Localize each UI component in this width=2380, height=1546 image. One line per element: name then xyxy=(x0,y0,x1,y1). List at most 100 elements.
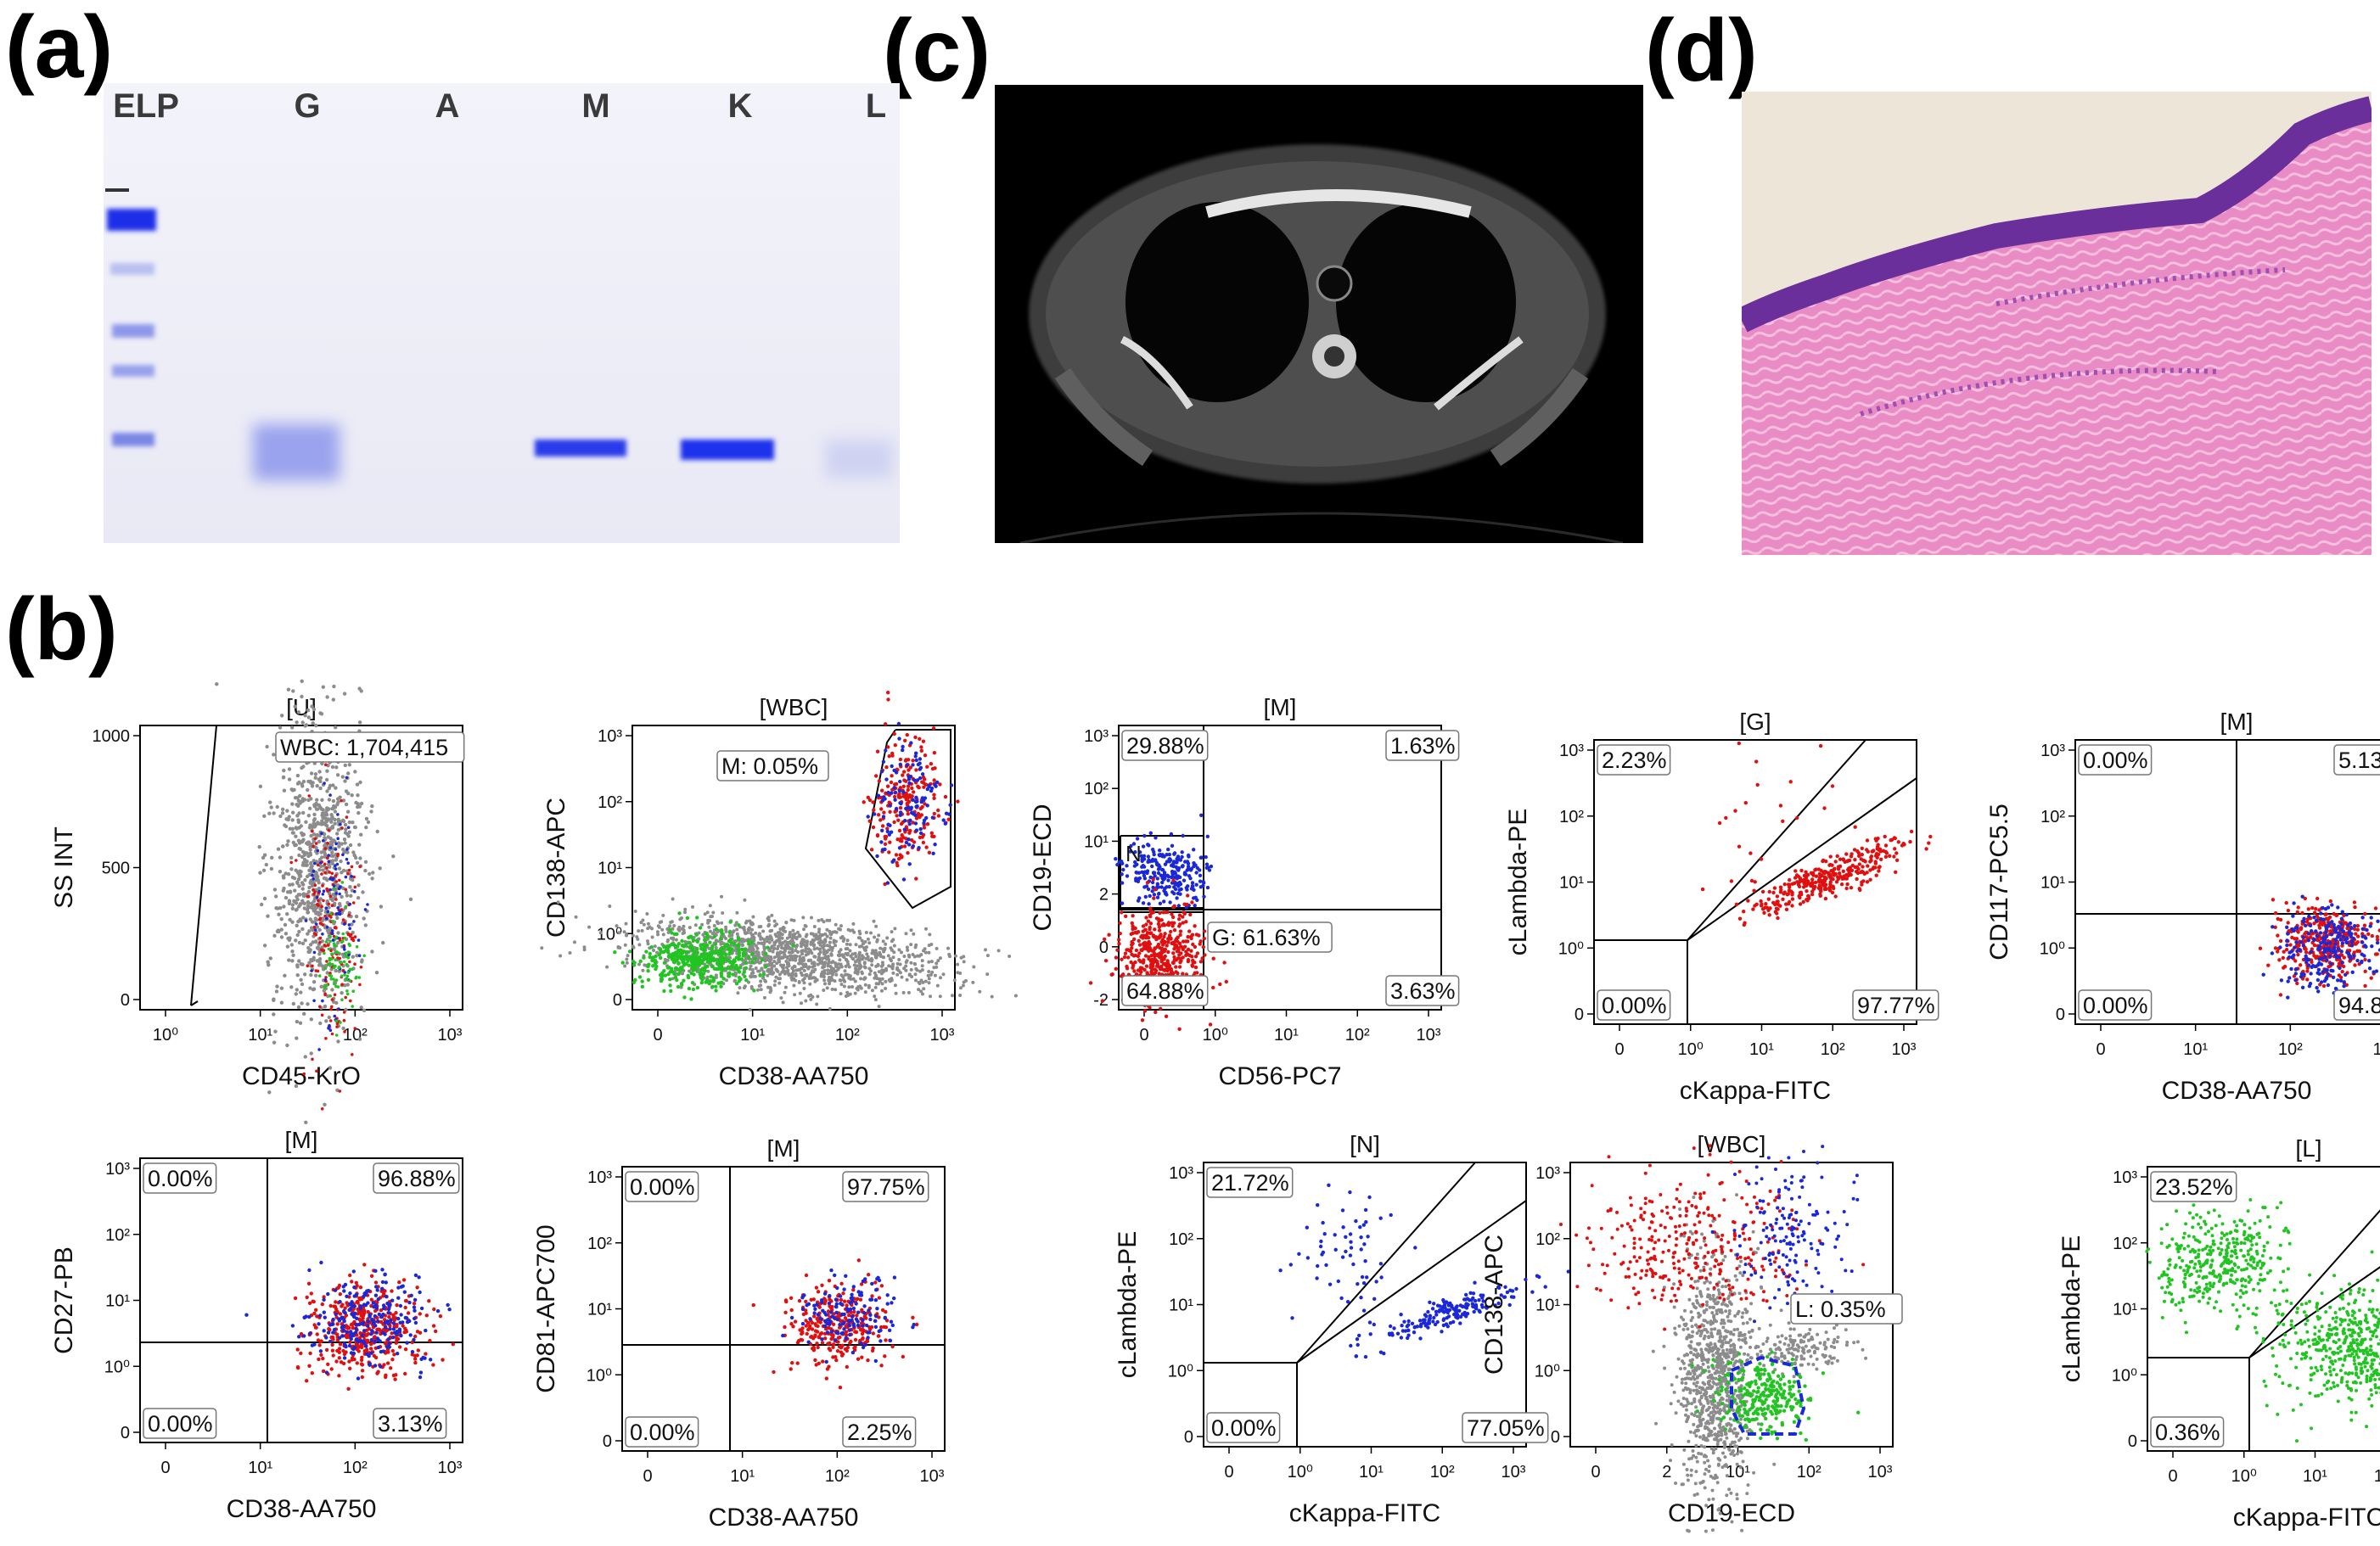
event-dot xyxy=(727,934,732,938)
event-dot xyxy=(1202,929,1207,933)
event-dot xyxy=(335,950,339,954)
elp-band xyxy=(112,365,154,377)
event-dot xyxy=(350,888,355,893)
event-dot xyxy=(345,974,350,978)
event-dot xyxy=(334,725,338,730)
event-dot xyxy=(897,828,902,833)
event-dot xyxy=(286,687,291,692)
event-dot xyxy=(2323,912,2327,916)
event-dot xyxy=(646,921,650,926)
event-dot xyxy=(2305,977,2310,982)
event-dot xyxy=(330,904,334,907)
event-dot xyxy=(334,1033,339,1037)
panel-label-c: (c) xyxy=(883,2,991,100)
event-dot xyxy=(790,977,794,982)
event-dot xyxy=(291,840,295,845)
event-dot xyxy=(304,1120,308,1124)
event-dot xyxy=(708,960,713,964)
event-dot xyxy=(1137,951,1142,955)
event-dot xyxy=(933,843,937,847)
event-dot xyxy=(1153,971,1158,975)
event-dot xyxy=(1178,960,1182,965)
event-dot xyxy=(1198,855,1203,860)
event-dot xyxy=(310,784,315,788)
event-dot xyxy=(356,793,360,798)
event-dot xyxy=(886,954,890,958)
event-dot xyxy=(688,940,692,945)
event-dot xyxy=(869,969,873,973)
stat-label: 3.63% xyxy=(1390,978,1456,1004)
event-dot xyxy=(329,820,334,824)
x-tick-label: 10² xyxy=(1345,1026,1370,1045)
event-dot xyxy=(1797,884,1802,888)
event-dot xyxy=(822,989,826,992)
event-dot xyxy=(1873,860,1878,864)
event-dot xyxy=(381,940,385,945)
event-dot xyxy=(309,926,314,930)
event-dot xyxy=(820,918,824,921)
event-dot xyxy=(686,973,690,978)
event-dot xyxy=(1794,815,1799,821)
event-dot xyxy=(806,952,811,956)
event-dot xyxy=(822,978,827,983)
event-dot xyxy=(311,829,314,833)
event-dot xyxy=(559,954,563,958)
event-dot xyxy=(333,901,337,905)
event-dot xyxy=(2278,993,2283,997)
event-dot xyxy=(826,968,830,972)
event-dot xyxy=(282,788,287,793)
event-dot xyxy=(892,731,896,737)
event-dot xyxy=(720,945,725,950)
event-dot xyxy=(608,905,612,908)
event-dot xyxy=(853,991,857,995)
event-dot xyxy=(1160,938,1165,942)
event-dot xyxy=(349,999,352,1003)
event-dot xyxy=(312,844,315,849)
event-dot xyxy=(791,969,795,973)
event-dot xyxy=(325,808,329,813)
event-dot xyxy=(1137,943,1142,947)
event-dot xyxy=(290,882,295,887)
event-dot xyxy=(327,962,330,966)
event-dot xyxy=(884,987,888,990)
event-dot xyxy=(1146,843,1150,847)
event-dot xyxy=(1168,900,1172,905)
event-dot xyxy=(904,964,908,968)
ct-sternum-clavicles xyxy=(1205,189,1472,218)
event-dot xyxy=(316,821,320,825)
event-dot xyxy=(866,815,870,819)
event-dot xyxy=(1790,897,1795,901)
event-dot xyxy=(863,966,867,970)
event-dot xyxy=(1157,865,1161,869)
plot-title: [M] xyxy=(2220,709,2254,735)
event-dot xyxy=(874,774,878,778)
event-dot xyxy=(347,820,352,825)
event-dot xyxy=(708,904,712,908)
event-dot xyxy=(1742,922,1746,927)
event-dot xyxy=(1190,963,1194,967)
event-dot xyxy=(631,959,636,964)
event-dot xyxy=(299,977,303,982)
event-dot xyxy=(914,978,918,983)
event-dot xyxy=(823,939,828,944)
event-dot xyxy=(805,933,809,937)
event-dot xyxy=(313,837,317,841)
event-dot xyxy=(933,766,937,770)
event-dot xyxy=(328,1019,333,1022)
event-dot xyxy=(320,1107,324,1111)
event-dot xyxy=(337,841,341,845)
event-dot xyxy=(1187,853,1191,858)
event-dot xyxy=(329,911,333,916)
event-dot xyxy=(317,904,320,907)
event-dot xyxy=(709,950,714,955)
event-dot xyxy=(1167,860,1172,864)
event-dot xyxy=(303,1055,307,1059)
event-dot xyxy=(804,965,808,969)
event-dot xyxy=(691,938,696,943)
event-dot xyxy=(672,932,677,937)
event-dot xyxy=(338,1089,342,1093)
event-dot xyxy=(950,994,954,998)
event-dot xyxy=(337,887,341,890)
event-dot xyxy=(1153,927,1157,932)
event-dot xyxy=(747,926,751,930)
